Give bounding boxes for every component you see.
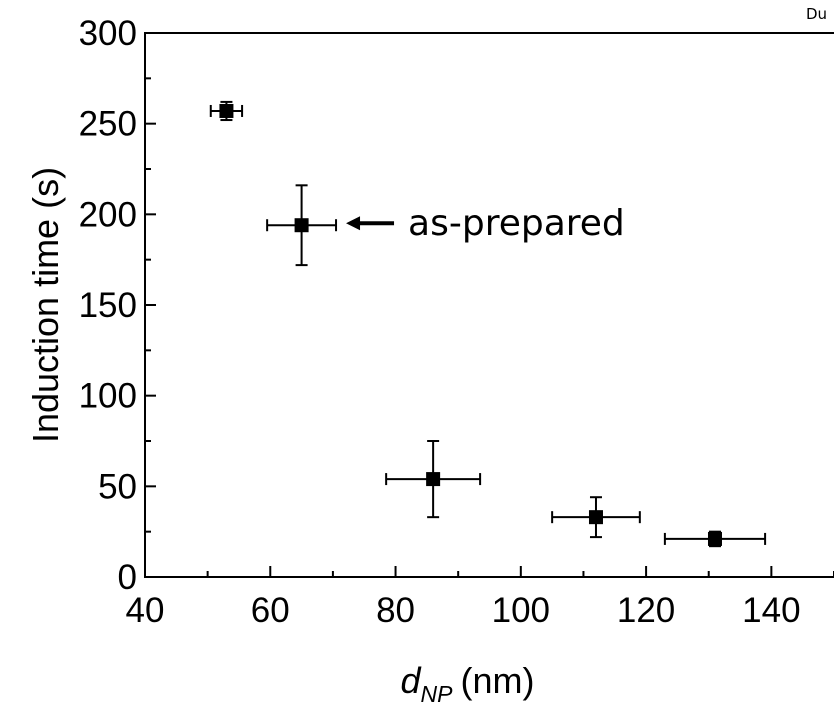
x-tick-label: 120 <box>617 591 675 630</box>
y-tick-label: 0 <box>118 558 137 597</box>
tick-labels: 40 60 80 100 120 140 0 50 100 150 200 250 300 <box>79 14 801 630</box>
y-axis-label: Induction time (s) <box>25 167 66 443</box>
corner-text: Du <box>806 5 827 23</box>
x-tick-label: 140 <box>742 591 800 630</box>
x-tick-label: 60 <box>251 591 290 630</box>
data-point <box>209 100 244 122</box>
x-axis-label: dNP (nm) <box>401 660 535 707</box>
x-tick-label: 80 <box>376 591 415 630</box>
data-point <box>551 496 641 539</box>
y-tick-label: 300 <box>79 14 137 53</box>
x-axis-label-subscript: NP <box>421 681 454 707</box>
point-marker <box>588 510 603 525</box>
x-tick-label: 40 <box>126 591 165 630</box>
point-marker <box>219 103 234 118</box>
axis-ticks <box>144 32 834 578</box>
y-tick-label: 150 <box>79 286 137 325</box>
point-marker <box>294 218 309 233</box>
y-tick-label: 50 <box>98 467 137 506</box>
point-marker <box>707 531 722 546</box>
data-points <box>209 100 767 548</box>
y-tick-label: 200 <box>79 195 137 234</box>
data-point <box>266 184 338 267</box>
x-axis-label-main: d <box>401 660 422 701</box>
data-point <box>385 440 482 519</box>
annotation-arrow-head <box>346 216 361 231</box>
y-tick-label: 250 <box>79 105 137 144</box>
annotation-label: as-prepared <box>408 203 625 244</box>
x-tick-label: 100 <box>492 591 550 630</box>
plot-frame <box>144 32 834 578</box>
data-point <box>663 530 767 548</box>
as-prepared-annotation: as-prepared <box>346 203 625 244</box>
x-axis-label-unit: (nm) <box>460 660 534 701</box>
point-marker <box>426 472 441 487</box>
y-tick-label: 100 <box>79 377 137 416</box>
